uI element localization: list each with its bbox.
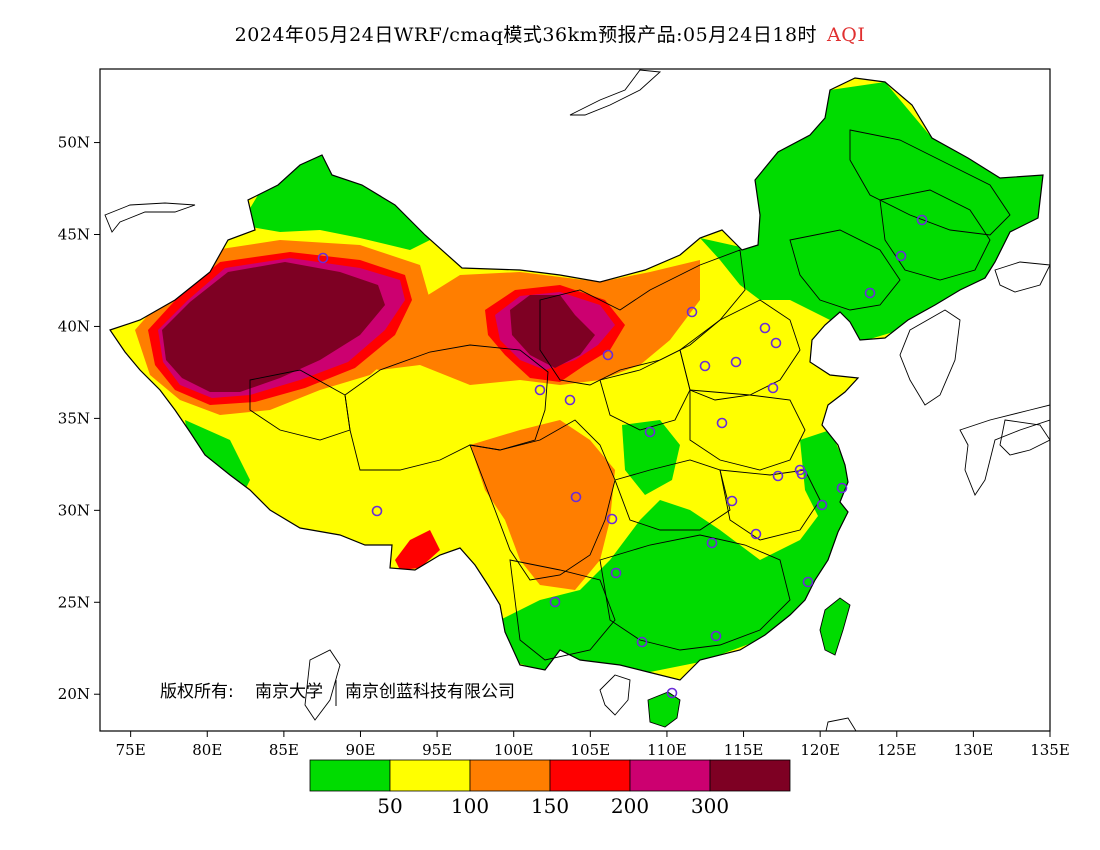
station-marker — [767, 382, 779, 394]
station-marker — [666, 687, 678, 699]
copyright-org2: 南京创蓝科技有限公司 — [345, 682, 515, 702]
aqi-zone-usg-central — [470, 420, 615, 590]
title-product: AQI — [827, 24, 866, 46]
copyright-prefix: 版权所有: — [160, 682, 234, 702]
map-title: 2024年05月24日WRF/cmaq模式36km预报产品:05月24日18时 A… — [0, 20, 1100, 47]
legend-label: 200 — [611, 794, 649, 818]
station-marker — [816, 499, 828, 511]
copyright-notice: 版权所有: 南京大学 南京创蓝科技有限公司 — [160, 680, 515, 706]
station-marker — [606, 513, 618, 525]
station-marker — [534, 384, 546, 396]
station-marker — [750, 528, 762, 540]
lon-tick-label: 100E — [494, 741, 534, 759]
station-marker — [371, 505, 383, 517]
lat-tick-label: 35N — [58, 409, 90, 427]
lat-tick-label: 20N — [58, 685, 90, 703]
legend-swatch — [389, 759, 471, 792]
lon-tick-label: 95E — [422, 741, 452, 759]
taiwan-island — [819, 597, 851, 656]
legend-swatch — [309, 759, 391, 792]
station-marker — [602, 349, 614, 361]
station-marker — [759, 322, 771, 334]
longitude-axis: 75E 80E 85E 90E 95E 100E 105E 110E 115E 120E 125E 1… — [116, 731, 1070, 759]
aqi-legend: 50 100 150 200 300 — [309, 759, 791, 818]
station-marker — [706, 537, 718, 549]
aqi-zone-good-central — [622, 420, 680, 495]
station-marker — [802, 576, 814, 588]
station-marker — [770, 337, 782, 349]
aqi-zone-hazardous-tarim — [162, 262, 385, 392]
lat-tick-label: 50N — [58, 134, 90, 152]
lon-tick-label: 75E — [116, 741, 146, 759]
legend-label: 50 — [377, 794, 402, 818]
lon-tick-label: 135E — [1030, 741, 1070, 759]
station-marker — [716, 417, 728, 429]
lon-tick-label: 125E — [877, 741, 917, 759]
lon-tick-label: 115E — [724, 741, 764, 759]
boundary-lines — [109, 77, 1044, 681]
lat-tick-label: 40N — [58, 317, 90, 335]
station-marker — [772, 470, 784, 482]
station-marker — [730, 356, 742, 368]
title-text: 2024年05月24日WRF/cmaq模式36km预报产品:05月24日18时 — [234, 24, 818, 46]
lon-tick-label: 120E — [800, 741, 840, 759]
lon-tick-label: 85E — [269, 741, 299, 759]
station-marker — [686, 306, 698, 318]
lon-tick-label: 110E — [647, 741, 687, 759]
lat-tick-label: 30N — [58, 501, 90, 519]
legend-swatch — [709, 759, 791, 792]
latitude-axis: 50N 45N 40N 35N 30N 25N 20N — [58, 134, 100, 703]
station-marker — [610, 567, 622, 579]
legend-swatch — [629, 759, 711, 792]
neighbour-coastlines — [104, 69, 1050, 731]
station-marker — [317, 252, 329, 264]
legend-label: 300 — [691, 794, 729, 818]
station-marker — [644, 426, 656, 438]
lat-tick-label: 25N — [58, 593, 90, 611]
aqi-zone-good-east — [800, 430, 848, 520]
station-marker — [570, 491, 582, 503]
station-markers — [317, 214, 928, 699]
legend-swatch — [469, 759, 551, 792]
aqi-zone-unhealthy-tibet — [395, 530, 440, 570]
station-marker — [794, 464, 806, 476]
station-marker — [895, 250, 907, 262]
station-marker — [864, 287, 876, 299]
station-marker — [726, 495, 738, 507]
copyright-org1: 南京大学 — [255, 682, 323, 702]
station-marker — [636, 636, 648, 648]
aqi-zone-good-south — [500, 500, 850, 672]
station-marker — [699, 360, 711, 372]
lon-tick-label: 80E — [192, 741, 222, 759]
legend-label: 150 — [531, 794, 569, 818]
legend-label: 100 — [451, 794, 489, 818]
station-marker — [916, 214, 928, 226]
legend-swatch — [549, 759, 631, 792]
station-marker — [549, 596, 561, 608]
lon-tick-label: 130E — [954, 741, 994, 759]
station-marker — [710, 630, 722, 642]
station-marker — [564, 394, 576, 406]
lon-tick-label: 90E — [345, 741, 375, 759]
lon-tick-label: 105E — [571, 741, 611, 759]
lat-tick-label: 45N — [58, 226, 90, 244]
station-marker — [836, 482, 848, 494]
aqi-zone-hazardous-gobi — [510, 295, 595, 368]
